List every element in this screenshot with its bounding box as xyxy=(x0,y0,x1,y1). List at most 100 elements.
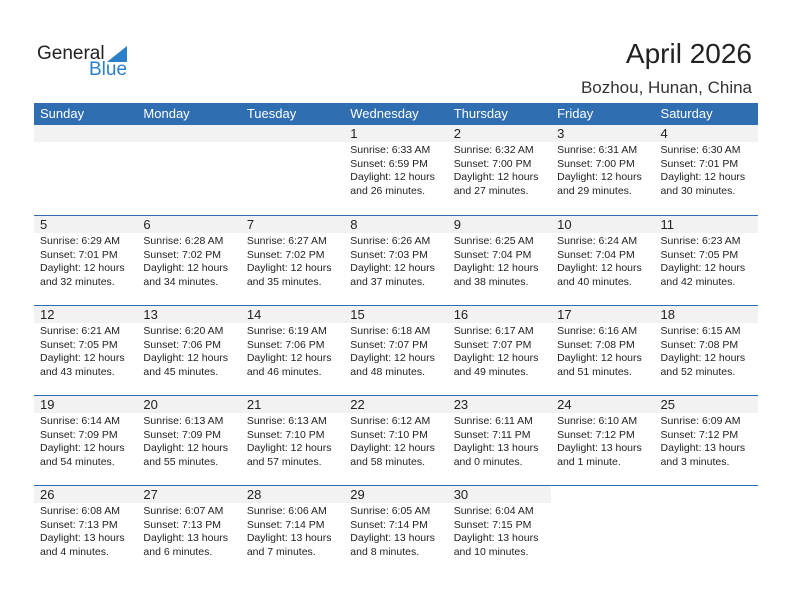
weekday-thursday: Thursday xyxy=(453,106,508,121)
day-cell: 2 Sunrise: 6:32 AM Sunset: 7:00 PM Daylight… xyxy=(447,125,552,215)
minutes-text: and 32 minutes. xyxy=(40,275,115,288)
day-cell: 7 Sunrise: 6:27 AM Sunset: 7:02 PM Daylight… xyxy=(240,216,345,305)
daylight-text: Daylight: 12 hours xyxy=(143,262,229,274)
sunrise-text: Sunrise: 6:14 AM xyxy=(40,415,120,427)
daylight-text: Daylight: 12 hours xyxy=(660,262,746,274)
daylight-text: Daylight: 12 hours xyxy=(453,262,539,274)
sun-info: Sunrise: 6:23 AM Sunset: 7:05 PM Daylight:… xyxy=(655,233,758,289)
week-row: 19 Sunrise: 6:14 AM Sunset: 7:09 PM Dayligh… xyxy=(34,395,758,485)
sun-info: Sunrise: 6:07 AM Sunset: 7:13 PM Daylight:… xyxy=(137,503,240,559)
sunrise-text: Sunrise: 6:29 AM xyxy=(40,235,120,247)
sunset-text: Sunset: 7:07 PM xyxy=(453,338,532,351)
calendar: Sunday Monday Tuesday Wednesday Thursday Frid… xyxy=(34,103,758,575)
minutes-text: and 4 minutes. xyxy=(40,545,109,558)
sun-info: Sunrise: 6:09 AM Sunset: 7:12 PM Daylight:… xyxy=(655,413,758,469)
daylight-text: Daylight: 12 hours xyxy=(246,442,332,454)
day-cell: 3 Sunrise: 6:31 AM Sunset: 7:00 PM Daylight… xyxy=(551,125,655,215)
minutes-text: and 52 minutes. xyxy=(660,365,736,378)
sunset-text: Sunset: 7:06 PM xyxy=(143,338,222,351)
logo: General Blue xyxy=(37,43,132,83)
day-number: 20 xyxy=(137,396,241,413)
sunset-text: Sunset: 7:01 PM xyxy=(40,248,118,261)
minutes-text: and 45 minutes. xyxy=(143,365,219,378)
daylight-text: Daylight: 13 hours xyxy=(557,442,642,454)
sun-info: Sunrise: 6:26 AM Sunset: 7:03 PM Daylight:… xyxy=(344,233,447,289)
daylight-text: Daylight: 12 hours xyxy=(660,171,746,183)
page-title: April 2026 xyxy=(625,38,752,69)
day-cell: 8 Sunrise: 6:26 AM Sunset: 7:03 PM Daylight… xyxy=(344,216,448,305)
sun-info: Sunrise: 6:20 AM Sunset: 7:06 PM Daylight:… xyxy=(137,323,240,379)
day-cell: 30 Sunrise: 6:04 AM Sunset: 7:15 PM Dayligh… xyxy=(447,486,552,575)
day-number: 13 xyxy=(137,306,241,323)
day-number: 17 xyxy=(551,306,655,323)
day-number: 14 xyxy=(240,306,345,323)
sun-info: Sunrise: 6:17 AM Sunset: 7:07 PM Daylight:… xyxy=(448,323,551,379)
sunset-text: Sunset: 7:13 PM xyxy=(143,518,222,531)
sunset-text: Sunset: 7:13 PM xyxy=(40,518,118,531)
day-number: 8 xyxy=(344,216,448,233)
day-number: 22 xyxy=(344,396,448,413)
day-cell: 16 Sunrise: 6:17 AM Sunset: 7:07 PM Dayligh… xyxy=(447,306,552,395)
sunset-text: Sunset: 7:06 PM xyxy=(246,338,325,351)
minutes-text: and 3 minutes. xyxy=(660,455,730,468)
weekday-friday: Friday xyxy=(557,106,594,121)
sun-info: Sunrise: 6:30 AM Sunset: 7:01 PM Daylight:… xyxy=(655,142,758,198)
day-number: 2 xyxy=(447,125,552,142)
day-number: 9 xyxy=(447,216,552,233)
daylight-text: Daylight: 13 hours xyxy=(143,532,229,544)
sunrise-text: Sunrise: 6:06 AM xyxy=(246,505,327,517)
sunrise-text: Sunrise: 6:32 AM xyxy=(453,144,534,156)
empty-day-cell xyxy=(551,486,654,575)
day-cell: 10 Sunrise: 6:24 AM Sunset: 7:04 PM Dayligh… xyxy=(551,216,655,305)
day-cell: 22 Sunrise: 6:12 AM Sunset: 7:10 PM Dayligh… xyxy=(344,396,448,485)
sunrise-text: Sunrise: 6:33 AM xyxy=(350,144,431,156)
daylight-text: Daylight: 13 hours xyxy=(453,532,539,544)
sunrise-text: Sunrise: 6:15 AM xyxy=(660,325,741,337)
minutes-text: and 27 minutes. xyxy=(453,184,529,197)
empty-day-cell xyxy=(240,125,345,215)
daylight-text: Daylight: 12 hours xyxy=(350,352,435,364)
sunset-text: Sunset: 7:02 PM xyxy=(246,248,325,261)
sun-info: Sunrise: 6:12 AM Sunset: 7:10 PM Daylight:… xyxy=(344,413,447,469)
empty-day-cell xyxy=(34,125,138,215)
sunrise-text: Sunrise: 6:13 AM xyxy=(246,415,327,427)
minutes-text: and 43 minutes. xyxy=(40,365,115,378)
sunrise-text: Sunrise: 6:17 AM xyxy=(453,325,534,337)
weekday-monday: Monday xyxy=(143,106,190,121)
day-number: 28 xyxy=(240,486,345,503)
sun-info: Sunrise: 6:25 AM Sunset: 7:04 PM Daylight:… xyxy=(448,233,551,289)
week-row: 5 Sunrise: 6:29 AM Sunset: 7:01 PM Daylight… xyxy=(34,215,758,305)
sun-info: Sunrise: 6:21 AM Sunset: 7:05 PM Daylight:… xyxy=(34,323,137,379)
minutes-text: and 26 minutes. xyxy=(350,184,425,197)
daylight-text: Daylight: 13 hours xyxy=(350,532,435,544)
day-cell: 17 Sunrise: 6:16 AM Sunset: 7:08 PM Dayligh… xyxy=(551,306,655,395)
sunrise-text: Sunrise: 6:11 AM xyxy=(453,415,533,427)
day-cell: 26 Sunrise: 6:08 AM Sunset: 7:13 PM Dayligh… xyxy=(34,486,138,575)
sun-info: Sunrise: 6:32 AM Sunset: 7:00 PM Daylight:… xyxy=(448,142,551,198)
minutes-text: and 51 minutes. xyxy=(557,365,632,378)
day-cell: 27 Sunrise: 6:07 AM Sunset: 7:13 PM Dayligh… xyxy=(137,486,241,575)
day-cell: 13 Sunrise: 6:20 AM Sunset: 7:06 PM Dayligh… xyxy=(137,306,241,395)
sunrise-text: Sunrise: 6:21 AM xyxy=(40,325,120,337)
sunrise-text: Sunrise: 6:23 AM xyxy=(660,235,741,247)
sun-info: Sunrise: 6:29 AM Sunset: 7:01 PM Daylight:… xyxy=(34,233,137,289)
day-number: 23 xyxy=(447,396,552,413)
logo-triangle-icon xyxy=(107,46,127,62)
minutes-text: and 7 minutes. xyxy=(246,545,316,558)
day-number: 15 xyxy=(344,306,448,323)
weekday-header: Sunday Monday Tuesday Wednesday Thursday Frid… xyxy=(34,103,758,125)
day-number: 19 xyxy=(34,396,138,413)
day-cell: 28 Sunrise: 6:06 AM Sunset: 7:14 PM Dayligh… xyxy=(240,486,345,575)
sun-info: Sunrise: 6:18 AM Sunset: 7:07 PM Daylight:… xyxy=(344,323,447,379)
day-cell: 20 Sunrise: 6:13 AM Sunset: 7:09 PM Dayligh… xyxy=(137,396,241,485)
sun-info: Sunrise: 6:31 AM Sunset: 7:00 PM Daylight:… xyxy=(551,142,654,198)
weekday-wednesday: Wednesday xyxy=(350,106,419,121)
day-cell: 21 Sunrise: 6:13 AM Sunset: 7:10 PM Dayligh… xyxy=(240,396,345,485)
week-row: 1 Sunrise: 6:33 AM Sunset: 6:59 PM Daylight… xyxy=(34,125,758,215)
day-number xyxy=(551,486,654,503)
minutes-text: and 46 minutes. xyxy=(246,365,322,378)
day-cell: 14 Sunrise: 6:19 AM Sunset: 7:06 PM Dayligh… xyxy=(240,306,345,395)
day-cell: 6 Sunrise: 6:28 AM Sunset: 7:02 PM Daylight… xyxy=(137,216,241,305)
sunset-text: Sunset: 7:01 PM xyxy=(660,157,739,170)
sunset-text: Sunset: 7:07 PM xyxy=(350,338,428,351)
